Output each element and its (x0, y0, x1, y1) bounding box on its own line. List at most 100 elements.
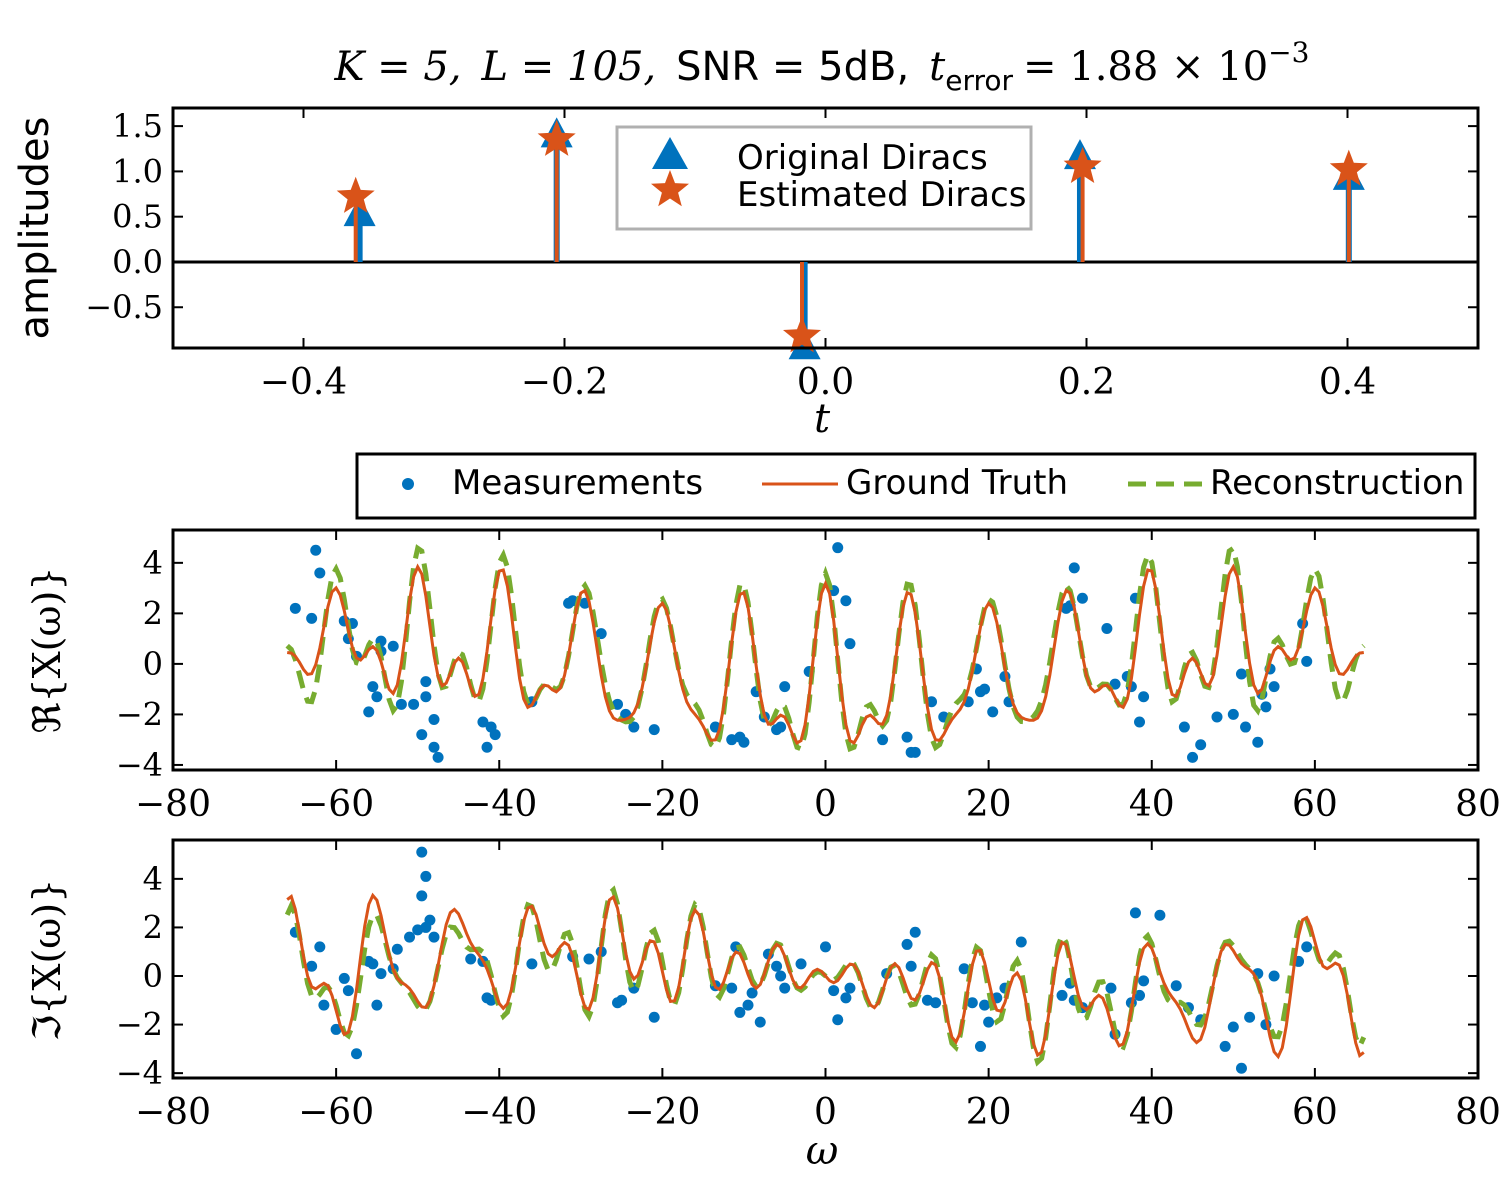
title-snr: SNR = 5dB, (676, 44, 909, 90)
panel2-ylabel: ℜ{X(ω)} (25, 567, 69, 734)
panel3-measurement-point (742, 999, 754, 1011)
panel1-ytick-label: −0.5 (85, 288, 163, 326)
legend-ground-truth-label: Ground Truth (846, 463, 1068, 503)
panel3-measurement-point (485, 994, 497, 1006)
panel2-xtick-label: 60 (1292, 784, 1338, 825)
panel2-plot-area (285, 542, 1366, 763)
panel2-measurement-point (1195, 739, 1207, 751)
panel2-measurement-point (428, 713, 440, 725)
panel2-ytick-label: 2 (143, 594, 163, 632)
panel3-ground-truth-line (286, 892, 1365, 1060)
panel3-measurement-point (1056, 989, 1068, 1001)
panel2-measurement-point (1134, 716, 1146, 728)
panel2-xtick-label: 40 (1129, 784, 1175, 825)
panel3-measurement-point (746, 987, 758, 999)
panel2-xtick-label: −20 (624, 784, 700, 825)
panel2-measurement-point (1227, 708, 1239, 720)
panel1-xtick-label: 0.0 (797, 362, 854, 403)
panel2-marks (285, 542, 1366, 763)
panel3-measurement-point (958, 963, 970, 975)
title-t-sub: error (945, 64, 1013, 97)
panel1-xtick-label: −0.2 (521, 362, 608, 403)
panel2-measurement-point (877, 734, 889, 746)
panel2-measurement-point (428, 741, 440, 753)
panel3-measurement-point (844, 982, 856, 994)
panel2-measurement-point (1240, 721, 1252, 733)
panel1-xtick-label: 0.4 (1319, 362, 1376, 403)
panel3-measurement-point (342, 985, 354, 997)
panel3-measurement-point (795, 958, 807, 970)
panel3-measurement-point (734, 1006, 746, 1018)
panel2-ytick-label: 0 (143, 645, 163, 683)
panel3-measurement-point (983, 1016, 995, 1028)
panel3-measurement-point (909, 926, 921, 938)
panel2-measurement-point (1252, 736, 1264, 748)
panel2-measurement-point (387, 640, 399, 652)
panel2-measurement-point (979, 683, 991, 695)
panel3-xtick-label: −20 (624, 1092, 700, 1133)
panel3-measurement-point (726, 982, 738, 994)
panel2-measurement-point (1076, 592, 1088, 604)
panel3-ytick-label: 4 (143, 860, 163, 898)
panel2-xtick-label: −60 (298, 784, 374, 825)
panel3-measurement-point (901, 938, 913, 950)
title-t: t (929, 44, 946, 90)
panel2-measurement-point (1178, 721, 1190, 733)
panel2-xtick-label: 20 (966, 784, 1012, 825)
panel3-xtick-label: −60 (298, 1092, 374, 1133)
panel3-xtick-label: −40 (461, 1092, 537, 1133)
panel2-measurement-point (1211, 711, 1223, 723)
panel2-measurement-point (840, 595, 852, 607)
panel3-measurement-point (648, 1011, 660, 1023)
panel3-measurement-point (330, 1023, 342, 1035)
panel1-xlabel: t (814, 396, 831, 442)
panel2-measurement-point (489, 729, 501, 741)
panel3-measurement-point (367, 958, 379, 970)
panel3-measurement-point (314, 941, 326, 953)
panel3-xtick-label: 60 (1292, 1092, 1338, 1133)
panel2-xtick-label: 0 (814, 784, 837, 825)
panel2-measurement-point (395, 698, 407, 710)
panel3-measurement-point (1138, 975, 1150, 987)
panel2-measurement-point (363, 706, 375, 718)
panel2-xtick-label: −40 (461, 784, 537, 825)
panel2-ytick-label: −2 (116, 695, 163, 733)
legend-estimated-marker (651, 170, 689, 207)
panel2-measurement-point (738, 736, 750, 748)
panel2-measurement-point (987, 706, 999, 718)
panel3-measurement-point (420, 870, 432, 882)
legend-original-label: Original Diracs (737, 138, 988, 178)
panel2-measurement-point (1260, 701, 1272, 713)
panel3-measurement-point (616, 994, 628, 1006)
title-k: K = 5, (334, 44, 462, 90)
estimated-marker (783, 316, 821, 353)
panel3-measurement-point (1244, 1011, 1256, 1023)
panel3-plot-area (284, 846, 1367, 1074)
panel2-xtick-label: −80 (135, 784, 211, 825)
panel3-measurement-point (1301, 941, 1313, 953)
panel2-measurement-point (289, 602, 301, 614)
chart-title: K = 5, L = 105, SNR = 5dB, terror = 1.88 … (334, 36, 1310, 97)
panel2-measurement-point (367, 681, 379, 693)
panel1-ytick-label: 1.0 (112, 152, 163, 190)
panel2-xtick-label: 80 (1455, 784, 1500, 825)
panel2-measurement-point (416, 729, 428, 741)
panel3-ytick-label: 0 (143, 957, 163, 995)
legend-diracs-box (615, 125, 1033, 231)
panel3-measurement-point (416, 846, 428, 858)
panel2-measurement-point (1109, 678, 1121, 690)
panel3-measurement-point (338, 972, 350, 984)
panel2-measurement-point (432, 751, 444, 763)
panel3-measurement-point (1227, 1021, 1239, 1033)
panel3-measurement-point (371, 999, 383, 1011)
panel3-measurement-point (1154, 909, 1166, 921)
panel3-marks (284, 846, 1367, 1074)
panel3-measurement-point (754, 1016, 766, 1028)
panel2-measurement-point (1068, 562, 1080, 574)
panel2-measurement-point (1138, 691, 1150, 703)
panel3-measurement-point (974, 1040, 986, 1052)
panel2-measurement-point (595, 628, 607, 640)
